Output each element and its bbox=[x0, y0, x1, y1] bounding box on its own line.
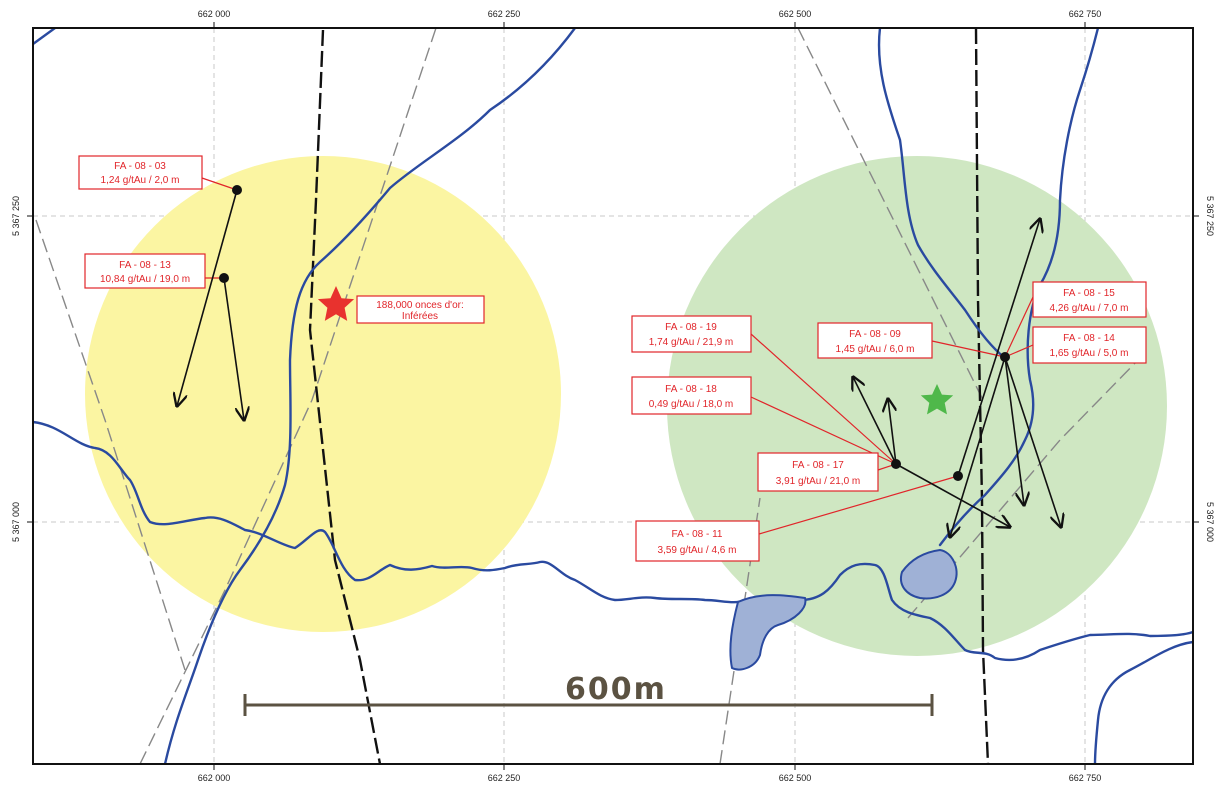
drill-trace-fa0817 bbox=[895, 463, 1010, 527]
drill-trace-fa0814 bbox=[1004, 356, 1024, 505]
black-fault-west bbox=[308, 29, 382, 764]
map-frame-border bbox=[32, 27, 1194, 765]
grid-label-bottom-x: 662 750 bbox=[1069, 773, 1102, 783]
leader-lines bbox=[201, 177, 1034, 535]
red-star-icon bbox=[317, 286, 355, 321]
tick-marks bbox=[27, 22, 1199, 770]
drill-trace-fa0818 bbox=[888, 399, 897, 465]
drill-hole-assay: 1,65 g/tAu / 5,0 m bbox=[1050, 348, 1129, 359]
resource-label-box bbox=[356, 295, 485, 324]
drill-hole-id: FA - 08 - 03 bbox=[114, 161, 166, 172]
grid-label-bottom-x: 662 250 bbox=[488, 773, 521, 783]
drill-traces bbox=[177, 189, 1061, 537]
grid-label-top-x: 662 000 bbox=[198, 9, 231, 19]
drill-collars bbox=[219, 185, 1010, 481]
drill-hole-id: FA - 08 - 15 bbox=[1063, 288, 1115, 299]
scale-bar bbox=[243, 694, 934, 716]
drill-hole-label-fa0811[interactable]: FA - 08 - 11 3,59 g/tAu / 4,6 m bbox=[635, 520, 760, 562]
river-network bbox=[33, 28, 1193, 764]
drill-trace-fa0803 bbox=[177, 189, 238, 406]
drill-hole-assay: 10,84 g/tAu / 19,0 m bbox=[100, 274, 190, 285]
grey-fault-east bbox=[907, 357, 1141, 619]
drill-hole-id: FA - 08 - 13 bbox=[119, 260, 171, 271]
leader-fa0803 bbox=[201, 177, 238, 191]
drill-hole-label-fa0815[interactable]: FA - 08 - 15 4,26 g/tAu / 7,0 m bbox=[1032, 281, 1147, 318]
leader-fa0815 bbox=[1004, 296, 1034, 358]
black-fault-east bbox=[974, 28, 990, 764]
river-southeast-branch bbox=[1093, 640, 1193, 764]
drill-hole-label-fa0814[interactable]: FA - 08 - 14 1,65 g/tAu / 5,0 m bbox=[1032, 326, 1147, 364]
drill-collar-fa0803[interactable] bbox=[232, 185, 242, 195]
grid-label-right-y: 5 367 250 bbox=[1205, 196, 1215, 236]
drill-hole-assay: 4,26 g/tAu / 7,0 m bbox=[1050, 303, 1129, 314]
drill-hole-id: FA - 08 - 14 bbox=[1063, 333, 1115, 344]
drill-hole-label-fa0819[interactable]: FA - 08 - 19 1,74 g/tAu / 21,9 m bbox=[631, 315, 752, 353]
river-main-east-west bbox=[33, 420, 1193, 662]
drill-hole-label-fa0809[interactable]: FA - 08 - 09 1,45 g/tAu / 6,0 m bbox=[817, 322, 933, 359]
drill-trace-fa0811 bbox=[957, 219, 1040, 477]
grey-fault-west bbox=[35, 219, 186, 671]
river-north-branch bbox=[163, 28, 577, 764]
drill-collar-cluster-east[interactable] bbox=[1000, 352, 1010, 362]
drill-trace-fa0809 bbox=[950, 356, 1006, 537]
drill-hole-label-fa0813[interactable]: FA - 08 - 13 10,84 g/tAu / 19,0 m bbox=[84, 253, 206, 289]
drill-hole-id: FA - 08 - 09 bbox=[849, 329, 901, 340]
grid-label-right-y: 5 367 000 bbox=[1205, 502, 1215, 542]
lake-east bbox=[900, 548, 958, 600]
leader-fa0811 bbox=[758, 475, 959, 535]
river-nw-corner bbox=[33, 28, 57, 46]
grey-fault-northeast bbox=[797, 28, 986, 405]
drill-hole-assay: 1,45 g/tAu / 6,0 m bbox=[836, 344, 915, 355]
green-star-icon bbox=[920, 384, 954, 415]
grid-label-bottom-x: 662 500 bbox=[779, 773, 812, 783]
drill-trace-fa0815 bbox=[1004, 356, 1061, 527]
drill-hole-assay: 3,91 g/tAu / 21,0 m bbox=[776, 476, 861, 487]
drill-hole-id: FA - 08 - 19 bbox=[665, 322, 717, 333]
grid-label-left-y: 5 367 000 bbox=[11, 502, 21, 542]
grid-label-top-x: 662 250 bbox=[488, 9, 521, 19]
grid-label-top-x: 662 500 bbox=[779, 9, 812, 19]
drill-collar-fa0811[interactable] bbox=[953, 471, 963, 481]
drill-hole-id: FA - 08 - 17 bbox=[792, 460, 844, 471]
drill-collar-fa0813[interactable] bbox=[219, 273, 229, 283]
resource-label: 188,000 onces d'or: Inférées bbox=[356, 295, 485, 324]
drill-trace-fa0813 bbox=[223, 277, 244, 420]
grid-label-left-y: 5 367 250 bbox=[11, 196, 21, 236]
drill-collar-cluster-west[interactable] bbox=[891, 459, 901, 469]
grid-label-bottom-x: 662 000 bbox=[198, 773, 231, 783]
river-northeast-tributary bbox=[877, 28, 1007, 360]
drill-hole-label-fa0818[interactable]: FA - 08 - 18 0,49 g/tAu / 18,0 m bbox=[631, 376, 752, 415]
river-east-branch bbox=[938, 28, 1100, 547]
drill-hole-assay: 1,74 g/tAu / 21,9 m bbox=[649, 337, 734, 348]
yellow-target-zone bbox=[85, 156, 561, 632]
drill-trace-fa0819 bbox=[853, 377, 897, 465]
drill-hole-label-fa0803[interactable]: FA - 08 - 03 1,24 g/tAu / 2,0 m bbox=[78, 155, 203, 190]
scale-bar-label: 600m bbox=[565, 672, 667, 707]
leader-fa0809 bbox=[931, 340, 1006, 358]
drill-hole-labels: FA - 08 - 03 1,24 g/tAu / 2,0 m FA - 08 … bbox=[78, 155, 1147, 562]
drill-hole-assay: 0,49 g/tAu / 18,0 m bbox=[649, 399, 734, 410]
drill-hole-assay: 3,59 g/tAu / 4,6 m bbox=[658, 545, 737, 556]
leader-fa0814 bbox=[1004, 344, 1034, 358]
leader-fa0819 bbox=[750, 333, 897, 465]
drill-hole-id: FA - 08 - 11 bbox=[672, 529, 723, 540]
resource-label-line1: 188,000 onces d'or: bbox=[376, 300, 464, 311]
black-faults bbox=[308, 28, 990, 764]
lake-south-center bbox=[729, 594, 807, 671]
resource-label-line2: Inférées bbox=[402, 311, 438, 322]
drill-hole-id: FA - 08 - 18 bbox=[665, 384, 717, 395]
grid-label-top-x: 662 750 bbox=[1069, 9, 1102, 19]
drill-hole-label-fa0817[interactable]: FA - 08 - 17 3,91 g/tAu / 21,0 m bbox=[757, 452, 879, 492]
drill-hole-assay: 1,24 g/tAu / 2,0 m bbox=[101, 175, 180, 186]
